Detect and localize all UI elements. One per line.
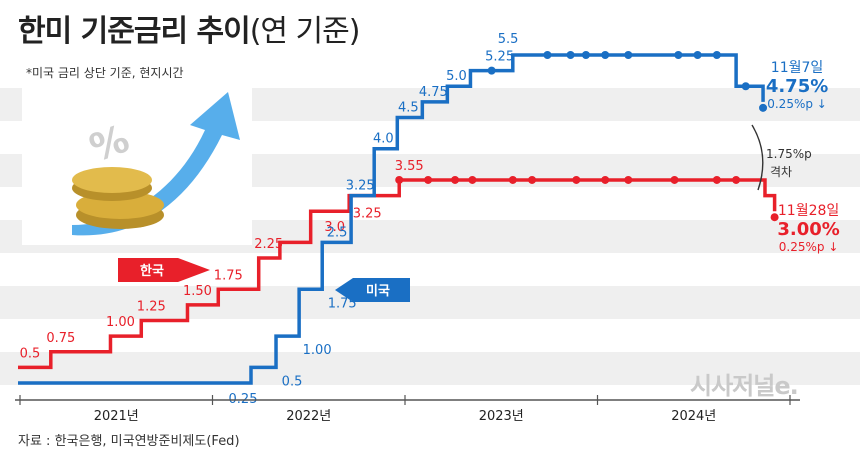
data-label: 3.25 xyxy=(346,179,375,194)
x-tick-label: 2022년 xyxy=(286,409,331,424)
rate-dot xyxy=(581,51,590,59)
data-label: 5.0 xyxy=(446,69,467,84)
rate-dot xyxy=(732,175,741,184)
data-label: 5.5 xyxy=(498,32,519,47)
data-label: 1.50 xyxy=(183,284,212,299)
legend-korea-label: 한국 xyxy=(140,263,164,279)
legend-us-box xyxy=(335,278,410,302)
data-label: 1.75 xyxy=(328,296,357,311)
value-labels: 0.50.751.001.251.501.752.253.03.253.550.… xyxy=(20,32,519,407)
rate-dot xyxy=(528,175,537,184)
rate-dot xyxy=(468,175,477,184)
end-change: 0.25%p ↓ xyxy=(767,97,827,111)
end-value: 3.00% xyxy=(777,219,839,240)
band xyxy=(0,352,860,385)
gap-annotation: 1.75%p 격차 xyxy=(751,124,812,191)
series-dots xyxy=(395,51,779,222)
legend-us-label: 미국 xyxy=(366,283,390,299)
data-label: 1.25 xyxy=(137,300,166,315)
data-label: 0.5 xyxy=(20,346,41,361)
data-label: 0.75 xyxy=(46,331,75,346)
rate-dot xyxy=(712,175,721,184)
data-label: 2.25 xyxy=(254,237,283,252)
legend-korea-box xyxy=(118,258,210,282)
x-tick-label: 2023년 xyxy=(479,409,524,424)
rate-dot xyxy=(508,175,517,184)
end-date: 11월28일 xyxy=(778,203,839,219)
data-label: 2.5 xyxy=(327,225,348,240)
band xyxy=(0,286,860,319)
data-label: 4.75 xyxy=(419,85,448,100)
rate-dot xyxy=(487,66,496,75)
end-date: 11월7일 xyxy=(771,60,823,76)
data-label: 5.25 xyxy=(485,50,514,65)
rate-dot xyxy=(566,51,575,59)
gap-value: 1.75%p xyxy=(766,147,812,161)
rate-dot xyxy=(712,51,721,59)
source-text: 자료 : 한국은행, 미국연방준비제도(Fed) xyxy=(18,434,240,449)
rate-dot xyxy=(741,82,750,91)
rate-dot xyxy=(543,51,552,59)
x-tick-label: 2021년 xyxy=(94,409,139,424)
data-label: 0.5 xyxy=(282,374,303,389)
x-axis: 2021년 2022년 2023년 2024년 xyxy=(15,395,800,424)
data-label: 1.00 xyxy=(106,315,135,330)
page-title: 한미 기준금리 추이(연 기준) xyxy=(18,14,360,49)
end-dot xyxy=(770,213,779,222)
data-label: 4.5 xyxy=(398,100,419,115)
footnote: *미국 금리 상단 기준, 현지시간 xyxy=(26,66,184,80)
series-line-미국 xyxy=(18,53,765,385)
end-dot xyxy=(759,103,768,112)
gap-label: 격차 xyxy=(770,165,792,179)
data-label: 3.55 xyxy=(395,159,424,174)
rate-dot xyxy=(395,175,404,184)
data-label: 3.25 xyxy=(353,207,382,222)
rate-dot xyxy=(572,175,581,184)
rate-dot xyxy=(451,175,460,184)
rate-dot xyxy=(601,51,610,59)
rate-dot xyxy=(624,51,633,59)
data-label: 3.0 xyxy=(324,220,345,235)
data-label: 1.00 xyxy=(303,343,332,358)
x-tick-label: 2024년 xyxy=(671,409,716,424)
rate-dot xyxy=(674,51,683,59)
gap-bracket xyxy=(751,124,764,191)
data-label: 4.0 xyxy=(373,132,394,147)
rate-dot xyxy=(424,175,433,184)
background-bands xyxy=(0,88,860,385)
rate-dot xyxy=(670,175,679,184)
decorative-coins-arrow: % xyxy=(22,85,252,245)
data-label: 1.75 xyxy=(214,268,243,283)
end-change: 0.25%p ↓ xyxy=(779,240,839,254)
rate-dot xyxy=(601,175,610,184)
rate-dot xyxy=(624,175,633,184)
end-value: 4.75% xyxy=(766,76,828,97)
rate-dot xyxy=(693,51,702,59)
brand-logo: 시사저널e. xyxy=(690,372,799,400)
